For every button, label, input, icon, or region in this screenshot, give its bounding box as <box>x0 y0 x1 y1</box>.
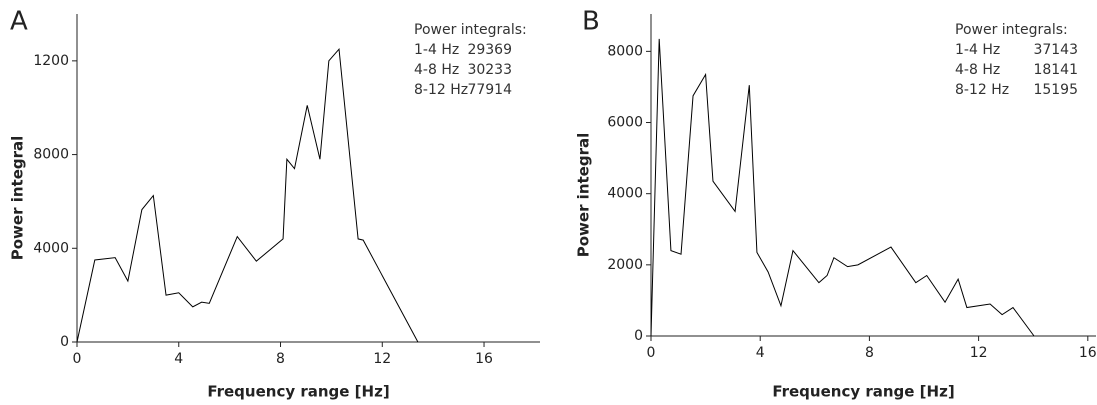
x-tick-label: 4 <box>174 351 183 367</box>
annotation-value: 15195 <box>1033 82 1078 98</box>
x-axis-label: Frequency range [Hz] <box>207 383 389 401</box>
annotation-band: 8-12 Hz <box>955 82 1009 98</box>
x-axis-label: Frequency range [Hz] <box>772 383 954 401</box>
y-tick-label: 1200 <box>33 53 69 69</box>
annotation-value: 18141 <box>1033 62 1078 78</box>
x-tick-label: 4 <box>756 345 765 361</box>
y-tick-label: 6000 <box>607 115 643 131</box>
x-tick-label: 16 <box>475 351 493 367</box>
annotation-band: 4-8 Hz <box>955 62 1000 78</box>
annotation-band: 1-4 Hz <box>414 42 459 58</box>
annotation-value: 77914 <box>467 82 512 98</box>
x-tick-label: 0 <box>73 351 82 367</box>
y-tick-label: 8000 <box>607 43 643 59</box>
annotation-band: 1-4 Hz <box>955 42 1000 58</box>
y-tick-label: 4000 <box>33 240 69 256</box>
annotation-title: Power integrals: <box>414 22 527 38</box>
annotation-value: 37143 <box>1033 42 1078 58</box>
y-tick-label: 4000 <box>607 186 643 202</box>
y-tick-label: 2000 <box>607 257 643 273</box>
annotation-band: 8-12 Hz <box>414 82 468 98</box>
y-axis-label: Power integral <box>9 136 27 261</box>
annotation-title: Power integrals: <box>955 22 1068 38</box>
x-tick-label: 8 <box>276 351 285 367</box>
x-tick-label: 0 <box>647 345 656 361</box>
y-tick-label: 8000 <box>33 147 69 163</box>
x-tick-label: 12 <box>970 345 988 361</box>
x-tick-label: 12 <box>373 351 391 367</box>
x-tick-label: 8 <box>865 345 874 361</box>
y-tick-label: 0 <box>634 328 643 344</box>
annotation-value: 29369 <box>467 42 512 58</box>
data-line <box>76 47 419 343</box>
x-tick-label: 16 <box>1079 345 1097 361</box>
annotation-value: 30233 <box>467 62 512 78</box>
panel-letter: A <box>10 7 28 37</box>
data-line <box>650 38 1035 337</box>
annotation-band: 4-8 Hz <box>414 62 459 78</box>
panel-letter: B <box>582 7 600 37</box>
y-axis-label: Power integral <box>575 133 593 258</box>
y-tick-label: 0 <box>60 334 69 350</box>
